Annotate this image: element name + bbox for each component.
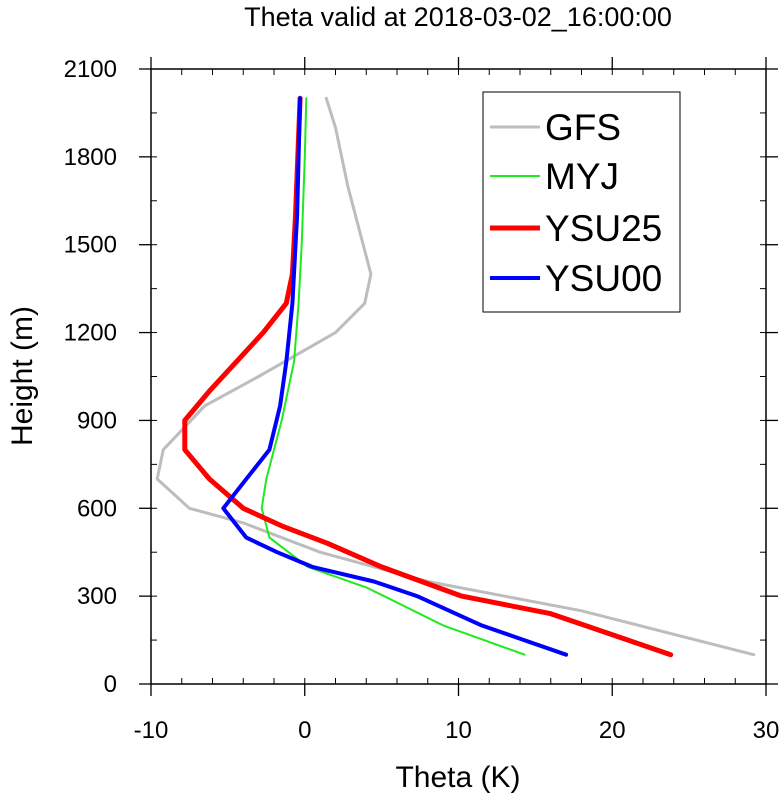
- y-tick-label: 2100: [64, 56, 117, 83]
- legend-label-ysu25: YSU25: [545, 208, 662, 249]
- y-tick-labels: 0 300 600 900 1200 1500 1800 2100: [64, 56, 117, 698]
- legend-box: [482, 91, 681, 313]
- y-tick-label: 1500: [64, 232, 117, 259]
- x-axis-label: Theta (K): [395, 761, 520, 794]
- x-tick-label: 0: [298, 717, 311, 744]
- minor-ticks: [150, 68, 767, 685]
- series-line-myj: [260, 97, 526, 656]
- series-line-ysu25: [182, 95, 674, 658]
- series-line-ysu00: [221, 96, 569, 657]
- x-tick-label: 30: [753, 717, 780, 744]
- y-axis-label: Height (m): [6, 306, 39, 446]
- x-tick-label: -10: [134, 717, 169, 744]
- y-tick-label: 0: [104, 671, 117, 698]
- y-tick-label: 1200: [64, 320, 117, 347]
- chart-title: Theta valid at 2018-03-02_16:00:00: [244, 2, 672, 32]
- y-tick-label: 1800: [64, 144, 117, 171]
- y-tick-label: 600: [77, 495, 117, 522]
- y-tick-label: 300: [77, 583, 117, 610]
- legend: GFS MYJ YSU25 YSU00: [482, 91, 681, 313]
- y-tick-label: 900: [77, 407, 117, 434]
- legend-label-gfs: GFS: [545, 107, 621, 148]
- x-tick-label: 10: [445, 717, 472, 744]
- major-ticks: [139, 57, 778, 696]
- legend-label-myj: MYJ: [545, 156, 619, 197]
- series-lines: [155, 95, 756, 658]
- x-tick-label: 20: [599, 717, 626, 744]
- x-tick-labels: -10 0 10 20 30: [134, 717, 780, 744]
- legend-label-ysu00: YSU00: [545, 258, 662, 299]
- series-line-gfs: [155, 96, 756, 657]
